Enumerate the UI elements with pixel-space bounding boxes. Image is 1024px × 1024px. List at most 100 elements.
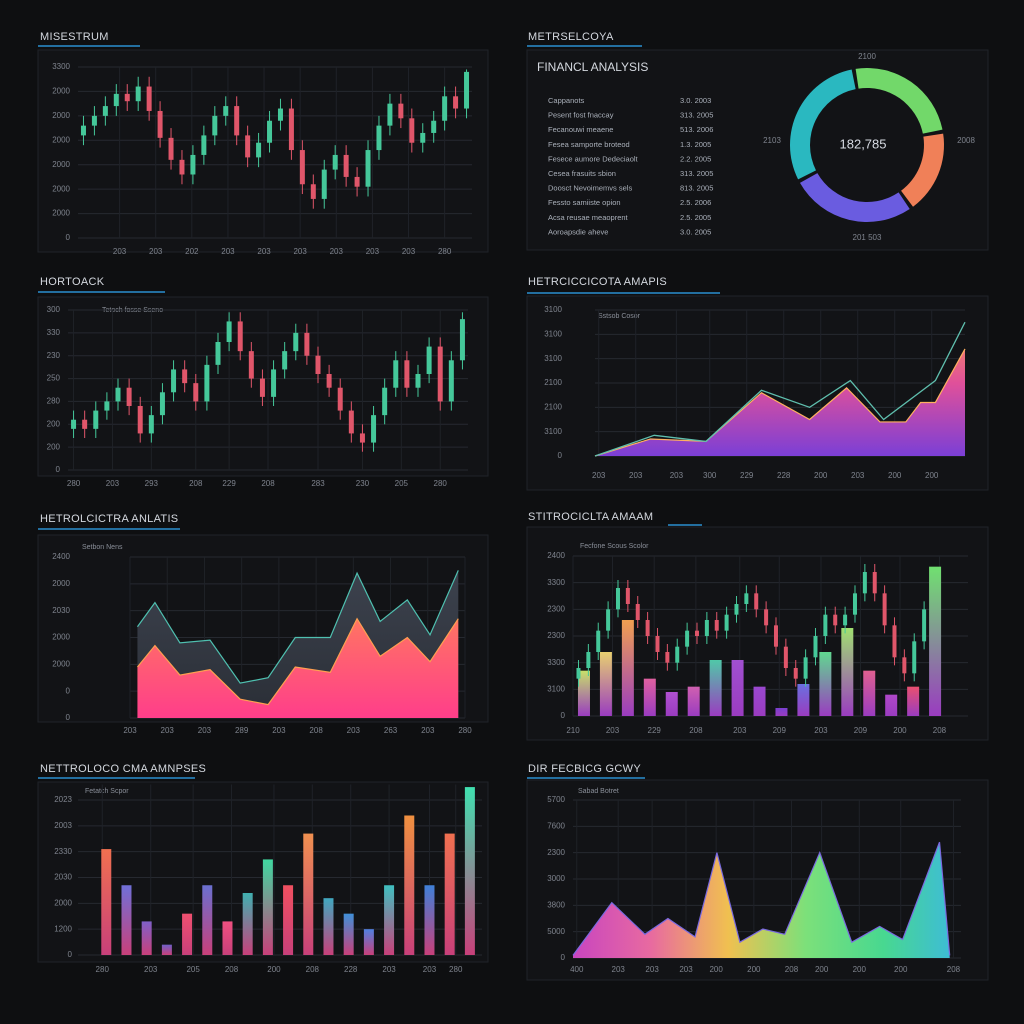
candle-body xyxy=(190,154,196,175)
x-tick-label: 203 xyxy=(382,965,396,974)
candle-body xyxy=(387,103,393,126)
x-tick-label: 289 xyxy=(235,726,249,735)
x-tick-label: 203 xyxy=(612,965,626,974)
x-tick-label: 228 xyxy=(344,965,358,974)
candle-body xyxy=(135,86,141,102)
donut-segment xyxy=(790,69,856,180)
list-label: Doosct Nevoimemvs sels xyxy=(548,184,632,193)
bar xyxy=(182,913,193,955)
candle-body xyxy=(783,646,788,668)
candle-body xyxy=(267,120,273,143)
candle-body xyxy=(80,125,86,136)
chart-title: HORTOACK xyxy=(40,276,105,288)
bar xyxy=(731,660,744,716)
bar xyxy=(929,566,942,716)
candle-body xyxy=(182,369,188,384)
bar xyxy=(885,694,898,716)
candle-body xyxy=(148,415,154,434)
candle-body xyxy=(304,332,310,356)
candle-body xyxy=(299,150,305,185)
x-tick-label: 203 xyxy=(144,965,158,974)
x-tick-label: 200 xyxy=(893,726,907,735)
x-tick-label: 203 xyxy=(123,726,137,735)
donut-annotation: 2008 xyxy=(957,136,975,145)
x-tick-label: 293 xyxy=(145,479,159,488)
list-label: Fessto samiiste opion xyxy=(548,198,621,207)
y-tick-label: 1200 xyxy=(54,924,72,933)
list-label: Fesea samporte broteod xyxy=(548,140,630,149)
bar xyxy=(384,885,395,955)
candle-body xyxy=(625,588,630,604)
candle-body xyxy=(259,378,265,397)
y-tick-label: 2000 xyxy=(52,135,70,144)
candle-body xyxy=(223,106,229,116)
candle-body xyxy=(833,614,838,626)
candle-body xyxy=(359,433,365,443)
candle-body xyxy=(635,604,640,620)
bar xyxy=(643,678,656,716)
candle-body xyxy=(813,636,818,658)
x-tick-label: 203 xyxy=(330,247,344,256)
candle-body xyxy=(862,572,867,594)
x-tick-label: 229 xyxy=(648,726,662,735)
candle-body xyxy=(694,630,699,636)
y-tick-label: 0 xyxy=(66,713,71,722)
candle-body xyxy=(113,93,119,107)
bar xyxy=(283,885,294,955)
y-tick-label: 0 xyxy=(66,686,71,695)
list-value: 2.2. 2005 xyxy=(680,154,711,163)
candle-body xyxy=(248,351,254,379)
candle-body xyxy=(256,142,262,158)
y-tick-label: 3300 xyxy=(52,62,70,71)
y-tick-label: 330 xyxy=(47,328,61,337)
x-tick-label: 203 xyxy=(347,726,361,735)
candle-body xyxy=(453,96,459,109)
y-tick-label: 2000 xyxy=(54,898,72,907)
x-tick-label: 208 xyxy=(785,965,799,974)
candle-body xyxy=(212,115,218,136)
candle-body xyxy=(803,657,808,679)
x-tick-label: 203 xyxy=(606,726,620,735)
candle-body xyxy=(237,321,243,352)
x-tick-label: 200 xyxy=(888,471,902,480)
list-value: 2.5. 2005 xyxy=(680,213,711,222)
bar xyxy=(775,708,788,716)
candle-body xyxy=(704,620,709,636)
y-tick-label: 0 xyxy=(561,953,566,962)
x-tick-label: 280 xyxy=(96,965,110,974)
x-tick-label: 203 xyxy=(221,247,235,256)
candle-body xyxy=(912,641,917,674)
x-tick-label: 200 xyxy=(853,965,867,974)
x-tick-label: 208 xyxy=(306,965,320,974)
bar xyxy=(841,628,854,716)
bar xyxy=(303,833,314,955)
y-tick-label: 2000 xyxy=(52,160,70,169)
candle-body xyxy=(442,96,448,121)
candle-body xyxy=(343,154,349,177)
bar xyxy=(101,849,112,955)
area-line xyxy=(136,570,459,684)
chart-title: HETROLCICTRA ANLATIS xyxy=(40,513,178,525)
candle-body xyxy=(415,374,421,388)
candle-body xyxy=(823,614,828,636)
candle-body xyxy=(872,572,877,594)
chart-subtitle: Sstsob Cosor xyxy=(598,313,641,320)
y-tick-label: 3000 xyxy=(547,874,565,883)
x-tick-label: 263 xyxy=(384,726,398,735)
x-tick-label: 228 xyxy=(777,471,791,480)
candle-body xyxy=(793,668,798,679)
candle-body xyxy=(615,588,620,610)
bar xyxy=(709,660,722,716)
candle-body xyxy=(645,620,650,636)
bar xyxy=(687,686,700,716)
panel-heading: FINANCL ANALYSIS xyxy=(537,60,648,74)
candle-body xyxy=(882,593,887,626)
x-tick-label: 208 xyxy=(225,965,239,974)
bar xyxy=(753,686,766,716)
bar xyxy=(819,652,832,716)
candle-body xyxy=(171,369,177,393)
candle-body xyxy=(288,108,294,151)
list-value: 313. 2005 xyxy=(680,111,713,120)
candle-body xyxy=(437,346,443,402)
